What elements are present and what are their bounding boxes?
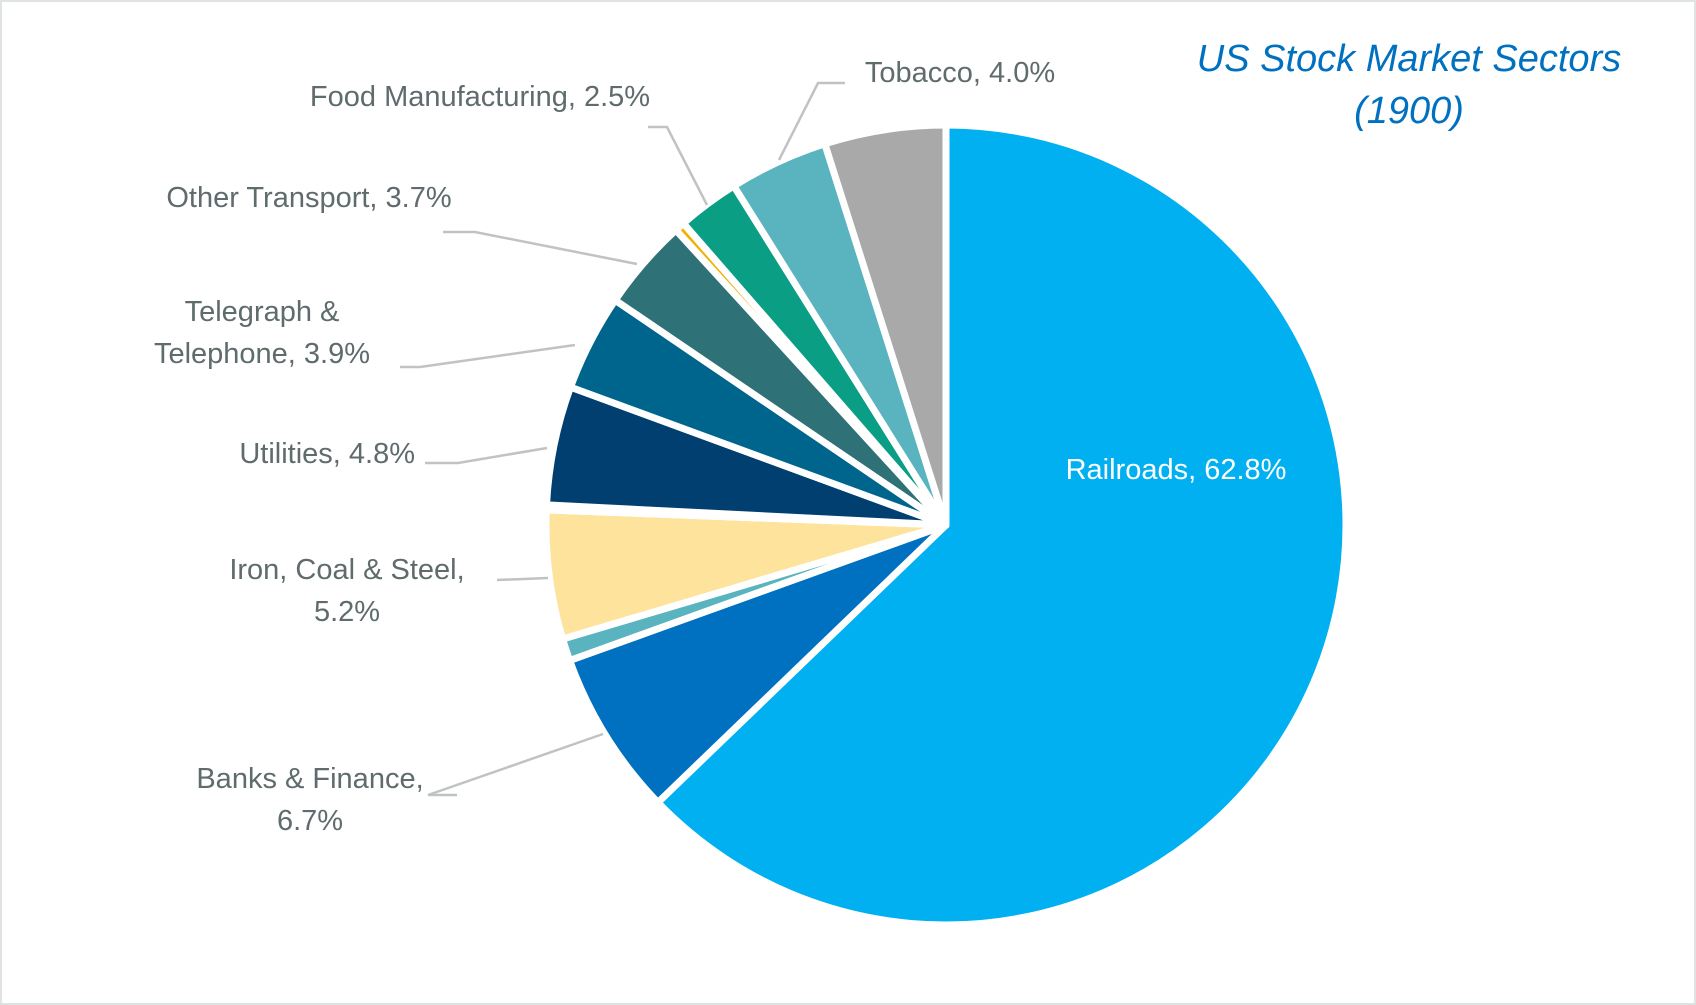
slice-labels: Railroads, 62.8% Banks & Finance, 6.7% Iron… [154, 57, 1286, 837]
slice-label-food-manufacturing: Food Manufacturing, 2.5% [310, 81, 650, 113]
slice-label-line: Iron, Coal & Steel, [229, 554, 464, 586]
slice-label-railroads: Railroads, 62.8% [1066, 454, 1287, 486]
slice-label-telegraph-telephone: Telegraph & Telephone, 3.9% [154, 296, 370, 370]
pie-slice-banks-finance [566, 521, 950, 806]
slice-label-line: Telegraph & [185, 296, 340, 328]
slice-label-line: Telephone, 3.9% [154, 338, 370, 370]
pie-slice-unlabeled-gray [821, 121, 950, 529]
leader-lines [400, 81, 845, 797]
leader-line-food-manufacturing [648, 125, 709, 206]
pie-slice-railroads [654, 121, 1350, 929]
leader-line-utilities [425, 446, 548, 465]
leader-line-banks-finance [427, 732, 604, 797]
slice-label-utilities: Utilities, 4.8% [239, 438, 415, 470]
slice-label-line: Food Manufacturing, 2.5% [310, 81, 650, 113]
pie-slices [542, 121, 1350, 929]
leader-line-telegraph-telephone [400, 343, 576, 369]
leader-line-tobacco [777, 81, 845, 161]
slice-label-line: 5.2% [314, 596, 380, 628]
slice-label-line: Banks & Finance, [196, 763, 423, 795]
slice-label-line: Other Transport, 3.7% [166, 182, 451, 214]
slice-label-line: Tobacco, 4.0% [865, 57, 1055, 89]
leader-line-iron-coal-steel [496, 576, 549, 582]
slice-label-other-transport: Other Transport, 3.7% [166, 182, 451, 214]
slice-label-line: Utilities, 4.8% [239, 438, 415, 470]
slice-label-iron-coal-steel: Iron, Coal & Steel, 5.2% [229, 554, 464, 628]
chart-title-line1: US Stock Market Sectors [1197, 38, 1621, 80]
slice-label-line: 6.7% [277, 805, 343, 837]
slice-label-tobacco: Tobacco, 4.0% [865, 57, 1055, 89]
chart-title-line2: (1900) [1354, 90, 1464, 132]
leader-line-other-transport [443, 230, 638, 266]
slice-label-banks-finance: Banks & Finance, 6.7% [196, 763, 423, 837]
